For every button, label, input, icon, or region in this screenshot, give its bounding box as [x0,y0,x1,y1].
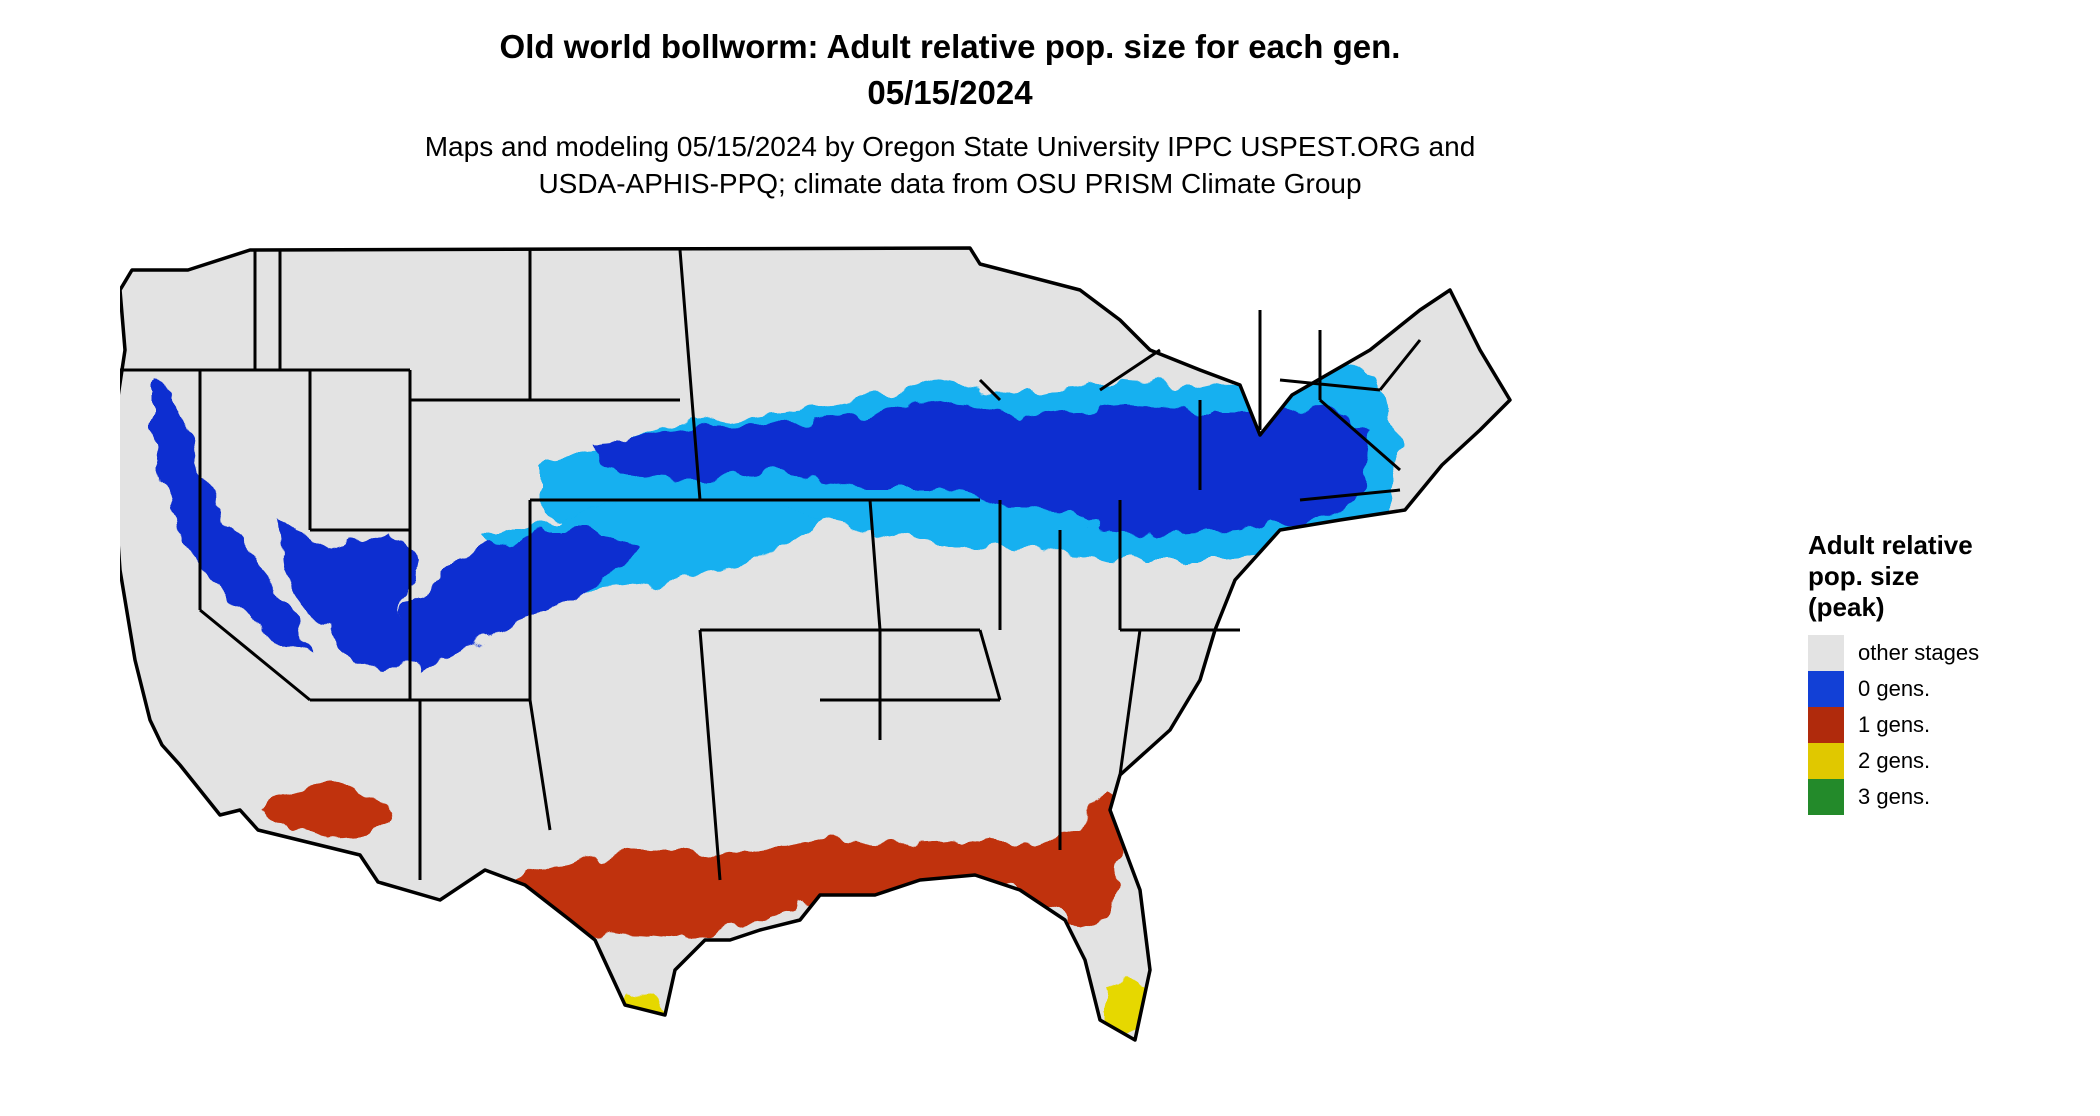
us-map [120,246,1512,1042]
us-land [120,248,1510,1040]
legend-swatch-1-gens [1808,707,1844,743]
zone-zero-gen-southwest [280,520,420,670]
legend-label-1-gens: 1 gens. [1858,712,1931,737]
legend-entry-other-stages: other stages [1808,635,1979,671]
legend-title-line2: pop. size [1808,561,1920,591]
legend-swatch-other-stages [1808,635,1844,671]
legend-title-line1: Adult relative [1808,530,1973,560]
zone-two-gen-florida [1105,975,1145,1040]
map-title-line1: Old world bollworm: Adult relative pop. … [499,28,1401,65]
legend-label-0-gens: 0 gens. [1858,676,1931,701]
us-outline [120,246,1512,1042]
legend-label-2-gens: 2 gens. [1858,748,1931,773]
zone-zero-gen-california [150,380,310,650]
legend-entry-0-gens: 0 gens. [1808,671,1979,707]
development-zones [150,360,1400,1040]
map-title-date: 05/15/2024 [867,74,1033,111]
legend-title: Adult relative pop. size (peak) [1808,530,1979,623]
legend-entry-3-gens: 3 gens. [1808,779,1979,815]
map-subtitle: Maps and modeling 05/15/2024 by Oregon S… [0,128,1900,202]
legend-entry-1-gens: 1 gens. [1808,707,1979,743]
legend-entry-2-gens: 2 gens. [1808,743,1979,779]
state-borders [120,249,1422,881]
map-subtitle-line1: Maps and modeling 05/15/2024 by Oregon S… [424,131,1476,162]
zone-one-gen-gulf [510,790,1130,940]
legend-label-3-gens: 3 gens. [1858,784,1931,809]
legend-swatch-2-gens [1808,743,1844,779]
map-legend: Adult relative pop. size (peak) other st… [1808,530,1979,815]
zone-zero-gen-dark-southwest [400,530,640,670]
map-title: Old world bollworm: Adult relative pop. … [0,24,1900,116]
zone-one-gen-arizona [260,785,390,840]
legend-swatch-0-gens [1808,671,1844,707]
legend-title-line3: (peak) [1808,592,1885,622]
legend-label-other-stages: other stages [1858,640,1980,665]
map-subtitle-line2: USDA-APHIS-PPQ; climate data from OSU PR… [538,168,1362,199]
legend-swatch-3-gens [1808,779,1844,815]
